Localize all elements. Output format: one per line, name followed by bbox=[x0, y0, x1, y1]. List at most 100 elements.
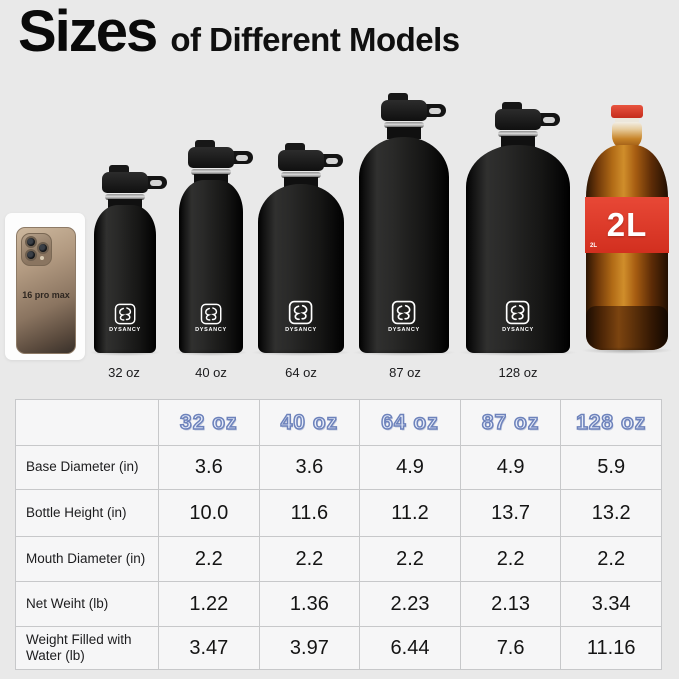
phone-model-label: 16 pro max bbox=[22, 290, 70, 300]
cola-cap bbox=[611, 105, 643, 118]
cola-neck-ring bbox=[615, 118, 639, 123]
table-cell: 11.2 bbox=[360, 490, 460, 536]
bottle-40oz: DYSANCY bbox=[173, 140, 253, 356]
bottle-steel-ring bbox=[384, 122, 424, 128]
bottle-32oz: DYSANCY bbox=[89, 165, 167, 356]
bottle-cap-knob bbox=[195, 140, 215, 149]
dysancy-logo-icon bbox=[392, 300, 416, 325]
bottle-cap bbox=[188, 147, 234, 168]
bottle-body: DYSANCY bbox=[258, 184, 344, 353]
bottle-steel-ring bbox=[498, 131, 538, 137]
spec-table: 32 oz 40 oz 64 oz 87 oz 128 oz Base Diam… bbox=[15, 399, 662, 670]
bottle-body: DYSANCY bbox=[94, 205, 156, 353]
table-header-128oz: 128 oz bbox=[561, 400, 661, 445]
table-cell: 2.2 bbox=[360, 537, 460, 581]
cola-bottle-2l: 2L 2L bbox=[581, 105, 673, 354]
table-cell: 2.2 bbox=[159, 537, 259, 581]
bottle-caption-64oz: 64 oz bbox=[285, 365, 317, 380]
bottle-cap bbox=[102, 172, 148, 193]
bottle-cap-knob bbox=[502, 102, 522, 111]
phone: 16 pro max bbox=[16, 227, 76, 354]
dysancy-logo: DYSANCY bbox=[195, 303, 227, 333]
row-label-mouth-diameter: Mouth Diameter (in) bbox=[16, 537, 158, 581]
title-subtitle: of Different Models bbox=[170, 21, 460, 58]
dysancy-logo: DYSANCY bbox=[388, 300, 420, 333]
table-cell: 13.2 bbox=[561, 490, 661, 536]
table-header-64oz: 64 oz bbox=[360, 400, 460, 445]
row-label-base-diameter: Base Diameter (in) bbox=[16, 446, 158, 489]
bottle-caption-128oz: 128 oz bbox=[498, 365, 538, 380]
bottle-cap bbox=[278, 150, 324, 171]
bottle-shadow bbox=[457, 349, 579, 356]
camera-lens-icon bbox=[25, 249, 37, 261]
bottle-body: DYSANCY bbox=[179, 180, 243, 353]
bottle-shadow bbox=[251, 349, 351, 356]
dysancy-logo: DYSANCY bbox=[285, 300, 317, 333]
bottle-steel-ring bbox=[281, 172, 321, 178]
dysancy-logo-icon bbox=[200, 303, 222, 325]
bottle-caption-87oz: 87 oz bbox=[389, 365, 421, 380]
brand-name: DYSANCY bbox=[502, 327, 534, 333]
table-cell: 13.7 bbox=[460, 490, 561, 536]
table-cell: 1.36 bbox=[259, 582, 360, 626]
table-cell: 2.13 bbox=[460, 582, 561, 626]
brand-name: DYSANCY bbox=[195, 327, 227, 333]
cola-2l-text: 2L bbox=[606, 206, 648, 243]
page-title: Sizes of Different Models bbox=[18, 0, 460, 64]
table-cell: 7.6 bbox=[460, 627, 561, 669]
bottle-body: DYSANCY bbox=[359, 137, 449, 353]
table-cell: 5.9 bbox=[561, 446, 661, 489]
bottle-neck bbox=[387, 127, 421, 139]
table-cell: 11.16 bbox=[561, 627, 661, 669]
bottle-cap-knob bbox=[388, 93, 408, 102]
table-cell: 3.47 bbox=[159, 627, 259, 669]
camera-flash-icon bbox=[40, 256, 44, 260]
table-cell: 2.2 bbox=[259, 537, 360, 581]
title-main: Sizes bbox=[18, 0, 158, 64]
table-cell: 3.34 bbox=[561, 582, 661, 626]
table-cell: 2.2 bbox=[460, 537, 561, 581]
bottle-body: DYSANCY bbox=[466, 145, 570, 353]
table-header-40oz: 40 oz bbox=[259, 400, 360, 445]
table-cell: 6.44 bbox=[360, 627, 460, 669]
table-header-32oz: 32 oz bbox=[159, 400, 259, 445]
table-corner-cell bbox=[16, 400, 158, 445]
brand-name: DYSANCY bbox=[285, 327, 317, 333]
table-cell: 4.9 bbox=[360, 446, 460, 489]
table-header-87oz: 87 oz bbox=[460, 400, 561, 445]
dysancy-logo-icon bbox=[506, 300, 530, 325]
bottle-caption-32oz: 32 oz bbox=[108, 365, 140, 380]
table-cell: 3.97 bbox=[259, 627, 360, 669]
table-cell: 11.6 bbox=[259, 490, 360, 536]
camera-lens-icon bbox=[25, 236, 37, 248]
cola-label: 2L 2L bbox=[585, 197, 669, 253]
bottle-shadow bbox=[89, 349, 161, 356]
table-cell: 10.0 bbox=[159, 490, 259, 536]
bottle-128oz: DYSANCY bbox=[457, 102, 579, 356]
table-cell: 2.23 bbox=[360, 582, 460, 626]
dysancy-logo-icon bbox=[114, 303, 136, 325]
bottle-shadow bbox=[351, 349, 457, 356]
brand-name: DYSANCY bbox=[109, 327, 141, 333]
table-cell: 3.6 bbox=[259, 446, 360, 489]
camera-lens-icon bbox=[37, 242, 49, 254]
cola-2l-small-text: 2L bbox=[590, 243, 598, 249]
bottle-cap bbox=[495, 109, 541, 130]
cola-base bbox=[586, 306, 668, 350]
dysancy-logo: DYSANCY bbox=[109, 303, 141, 333]
bottle-shadow bbox=[173, 349, 249, 356]
bottle-cap bbox=[381, 100, 427, 121]
row-label-bottle-height: Bottle Height (in) bbox=[16, 490, 158, 536]
table-cell: 3.6 bbox=[159, 446, 259, 489]
brand-name: DYSANCY bbox=[388, 327, 420, 333]
phone-photo-card: 16 pro max bbox=[5, 213, 85, 360]
table-cell: 4.9 bbox=[460, 446, 561, 489]
dysancy-logo: DYSANCY bbox=[502, 300, 534, 333]
bottle-cap-knob bbox=[109, 165, 129, 174]
phone-camera-module bbox=[21, 233, 52, 266]
bottle-steel-ring bbox=[191, 169, 231, 175]
table-cell: 1.22 bbox=[159, 582, 259, 626]
bottle-cap-knob bbox=[285, 143, 305, 152]
dysancy-logo-icon bbox=[289, 300, 313, 325]
bottle-87oz: DYSANCY bbox=[351, 93, 457, 356]
